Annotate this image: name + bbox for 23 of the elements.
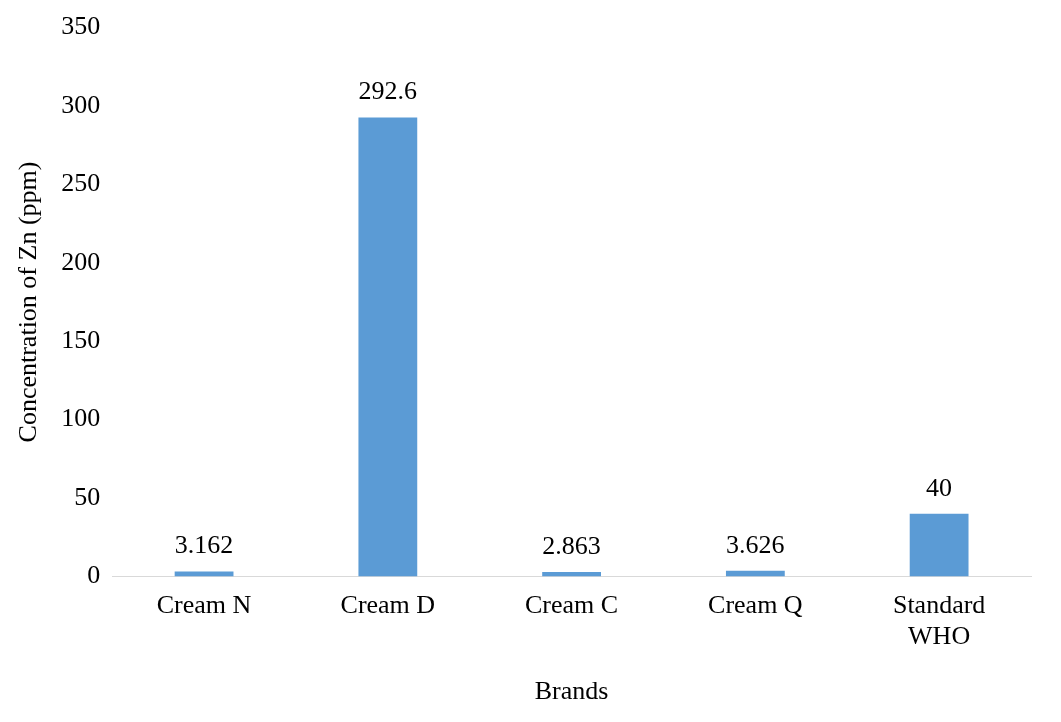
x-tick-label: Cream D [340, 589, 436, 619]
y-tick-label: 200 [61, 246, 101, 276]
y-tick-label: 300 [61, 89, 101, 119]
data-label: 3.162 [174, 530, 234, 560]
x-tick-label: Cream Q [708, 589, 803, 619]
y-tick-label: 50 [74, 481, 101, 511]
y-tick-label: 350 [61, 11, 101, 41]
y-tick-label: 0 [87, 560, 101, 590]
data-label: 3.626 [726, 529, 785, 559]
x-axis-title: Brands [534, 676, 609, 706]
x-tick-label: Standard WHO [892, 589, 986, 651]
data-label: 40 [926, 472, 953, 502]
bar [358, 117, 418, 577]
y-tick-label: 250 [61, 168, 101, 198]
y-axis-title: Concentration of Zn (ppm) [13, 161, 43, 443]
x-tick-label: Cream C [525, 589, 619, 619]
y-tick-label: 100 [61, 403, 101, 433]
data-label: 292.6 [358, 76, 418, 106]
y-tick-label: 150 [61, 325, 101, 355]
bar [909, 513, 969, 577]
x-tick-label: Cream N [156, 589, 252, 619]
data-label: 2.863 [542, 530, 601, 560]
bar [174, 571, 234, 577]
